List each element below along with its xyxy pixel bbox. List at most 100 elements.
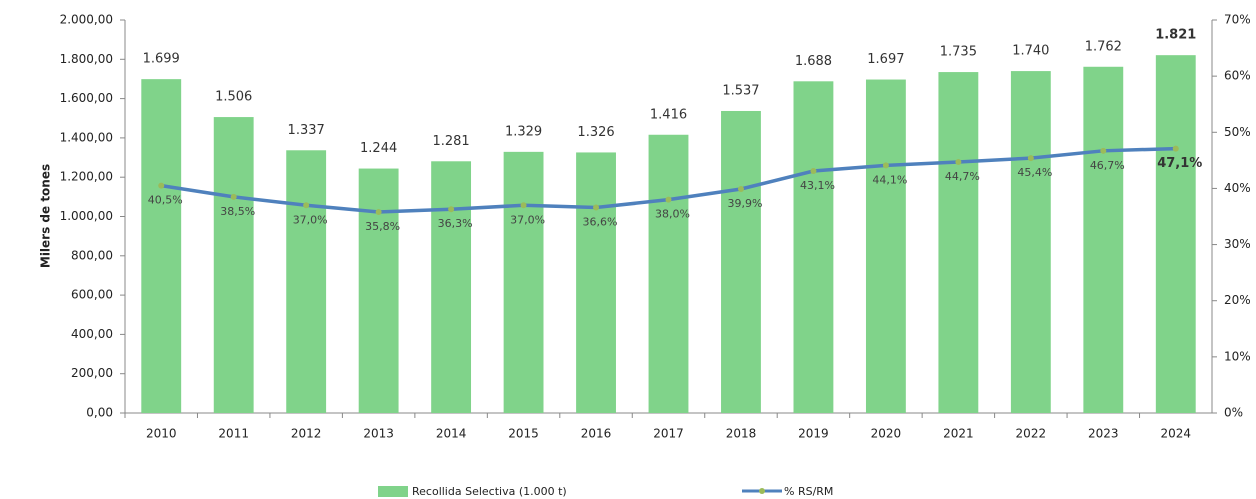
bar-value-label: 1.337 — [288, 123, 325, 138]
x-tick-label: 2016 — [581, 427, 612, 441]
y-axis-label: Milers de tones — [39, 164, 53, 268]
x-tick-label: 2023 — [1088, 427, 1119, 441]
x-tick-label: 2015 — [508, 427, 539, 441]
bar-value-label: 1.697 — [867, 52, 904, 67]
bar — [721, 110, 761, 414]
line-value-label: 37,0% — [293, 213, 328, 226]
line-value-label: 43,1% — [800, 179, 835, 192]
bar — [358, 168, 399, 413]
line-marker — [593, 204, 600, 211]
y2-tick-label: 40% — [1224, 181, 1251, 195]
bar-value-label: 1.329 — [505, 124, 542, 139]
x-tick-label: 2024 — [1160, 427, 1191, 441]
line-value-label: 44,1% — [872, 173, 907, 186]
line-marker — [448, 206, 455, 213]
y-tick-label: 600,00 — [71, 288, 113, 302]
y2-tick-label: 0% — [1224, 406, 1243, 420]
bar-value-label: 1.688 — [795, 54, 832, 69]
y2-tick-label: 50% — [1224, 125, 1251, 139]
bar — [213, 117, 254, 414]
line-marker — [1027, 155, 1034, 162]
bar — [286, 150, 327, 414]
bar-value-label: 1.416 — [650, 107, 687, 122]
bar-value-label: 1.735 — [940, 45, 977, 60]
bar — [793, 81, 834, 414]
line-value-label: 47,1% — [1157, 156, 1202, 171]
x-tick-label: 2022 — [1016, 427, 1047, 441]
y-tick-label: 1.400,00 — [60, 130, 113, 144]
line-marker — [737, 185, 744, 192]
y-tick-label: 1.800,00 — [60, 52, 113, 66]
y-tick-label: 1.000,00 — [60, 209, 113, 223]
x-tick-label: 2010 — [146, 427, 177, 441]
line-value-label: 40,5% — [148, 194, 183, 207]
line-value-label: 36,6% — [583, 216, 618, 229]
x-tick-label: 2012 — [291, 427, 322, 441]
bar — [141, 79, 182, 414]
bar — [576, 152, 616, 414]
y-tick-label: 1.600,00 — [60, 91, 113, 105]
y-tick-label: 800,00 — [71, 248, 113, 262]
y-tick-label: 1.200,00 — [60, 170, 113, 184]
line-marker — [665, 196, 672, 203]
line-marker — [1100, 147, 1107, 154]
y-tick-label: 200,00 — [71, 366, 113, 380]
legend-swatch — [378, 486, 408, 497]
line-marker — [882, 162, 889, 169]
legend-marker — [759, 488, 765, 494]
line-value-label: 46,7% — [1090, 159, 1125, 172]
line-value-label: 44,7% — [945, 170, 980, 183]
bar — [865, 79, 906, 414]
bar-value-label: 1.762 — [1085, 39, 1122, 54]
line-marker — [520, 202, 527, 209]
legend-label: Recollida Selectiva (1.000 t) — [412, 485, 567, 498]
bar-value-label: 1.740 — [1012, 44, 1049, 59]
bar — [1083, 66, 1124, 413]
line-marker — [375, 209, 382, 216]
x-tick-label: 2021 — [943, 427, 974, 441]
y-tick-label: 2.000,00 — [60, 13, 113, 27]
bar-value-label: 1.326 — [577, 125, 614, 140]
x-tick-label: 2014 — [436, 427, 467, 441]
bar-value-label: 1.699 — [143, 52, 180, 67]
bar-value-label: 1.537 — [722, 83, 759, 98]
line-marker — [230, 193, 237, 200]
bar-value-label: 1.244 — [360, 141, 397, 156]
y2-tick-label: 10% — [1224, 349, 1251, 363]
line-value-label: 39,9% — [727, 197, 762, 210]
y2-tick-label: 30% — [1224, 237, 1251, 251]
line-value-label: 38,0% — [655, 208, 690, 221]
line-marker — [810, 168, 817, 175]
x-tick-label: 2019 — [798, 427, 829, 441]
bar — [938, 72, 979, 413]
bar — [1010, 71, 1051, 413]
line-value-label: 35,8% — [365, 220, 400, 233]
line-value-label: 37,0% — [510, 213, 545, 226]
y2-tick-label: 20% — [1224, 293, 1251, 307]
bar-value-label: 1.281 — [432, 134, 469, 149]
x-tick-label: 2013 — [363, 427, 394, 441]
line-value-label: 36,3% — [438, 217, 473, 230]
x-tick-label: 2018 — [726, 427, 757, 441]
x-tick-label: 2020 — [871, 427, 902, 441]
y2-tick-label: 70% — [1224, 13, 1251, 27]
x-tick-label: 2011 — [218, 427, 249, 441]
line-value-label: 38,5% — [220, 205, 255, 218]
bar — [648, 134, 689, 414]
y-tick-label: 400,00 — [71, 327, 113, 341]
bar — [503, 151, 544, 413]
bar — [431, 161, 472, 413]
bar-value-label: 1.506 — [215, 90, 252, 105]
bar-value-label: 1.821 — [1155, 28, 1196, 43]
bar — [1155, 55, 1196, 414]
x-tick-label: 2017 — [653, 427, 684, 441]
line-marker — [955, 159, 962, 166]
line-marker — [1172, 145, 1179, 152]
y2-tick-label: 60% — [1224, 69, 1251, 83]
line-value-label: 45,4% — [1017, 166, 1052, 179]
legend-label: % RS/RM — [784, 485, 833, 498]
line-marker — [158, 182, 165, 189]
y-tick-label: 0,00 — [86, 406, 113, 420]
line-marker — [303, 202, 310, 209]
